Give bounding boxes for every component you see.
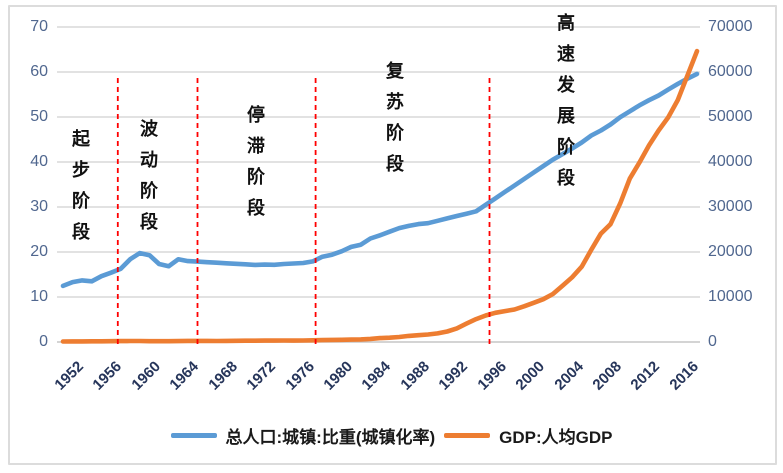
phase-label: 高速发展阶段 [551, 8, 581, 194]
right-axis-tick: 50000 [708, 108, 753, 125]
phase-label-char: 阶 [72, 191, 90, 211]
right-axis-tick: 70000 [708, 18, 753, 35]
right-axis-tick: 30000 [708, 198, 753, 215]
phase-label-char: 阶 [247, 167, 265, 187]
phase-label-char: 阶 [386, 123, 404, 143]
phase-label-char: 动 [140, 150, 158, 170]
phase-label: 波动阶段 [134, 114, 164, 238]
legend: 总人口:城镇:比重(城镇化率) GDP:人均GDP [0, 424, 783, 447]
legend-swatch [170, 432, 217, 438]
phase-label: 停滞阶段 [241, 100, 271, 224]
left-axis-tick: 30 [30, 198, 48, 215]
phase-label-char: 复 [386, 61, 404, 81]
phase-label-char: 段 [247, 198, 265, 218]
left-axis-tick: 40 [30, 153, 48, 170]
phase-label-char: 高 [557, 13, 575, 33]
legend-label: 总人口:城镇:比重(城镇化率) [225, 427, 436, 447]
legend-label: GDP:人均GDP [499, 427, 613, 447]
phase-label-char: 阶 [557, 137, 575, 157]
phase-label-char: 停 [247, 105, 265, 125]
phase-label-char: 段 [72, 222, 90, 242]
phase-label-char: 步 [72, 160, 90, 180]
left-axis-tick: 70 [30, 18, 48, 35]
left-axis-tick: 0 [39, 333, 48, 350]
phase-label-char: 发 [557, 75, 575, 95]
left-axis-tick: 10 [30, 288, 48, 305]
right-axis-tick: 0 [708, 333, 717, 350]
left-axis-tick: 50 [30, 108, 48, 125]
right-axis-tick: 60000 [708, 63, 753, 80]
phase-label-char: 起 [72, 129, 90, 149]
phase-label-char: 速 [557, 44, 575, 64]
phase-label-char: 段 [386, 154, 404, 174]
phase-label: 复苏阶段 [380, 56, 410, 180]
phase-label: 起步阶段 [66, 124, 96, 248]
phase-label-char: 阶 [140, 181, 158, 201]
phase-label-char: 展 [557, 106, 575, 126]
phase-label-char: 波 [140, 119, 158, 139]
right-axis-tick: 20000 [708, 243, 753, 260]
left-axis-tick: 20 [30, 243, 48, 260]
left-axis-tick: 60 [30, 63, 48, 80]
phase-label-char: 段 [140, 212, 158, 232]
phase-label-char: 苏 [386, 92, 404, 112]
legend-swatch [444, 432, 491, 438]
right-axis-tick: 10000 [708, 288, 753, 305]
phase-label-char: 段 [557, 168, 575, 188]
right-axis-tick: 40000 [708, 153, 753, 170]
phase-label-char: 滞 [247, 136, 265, 156]
